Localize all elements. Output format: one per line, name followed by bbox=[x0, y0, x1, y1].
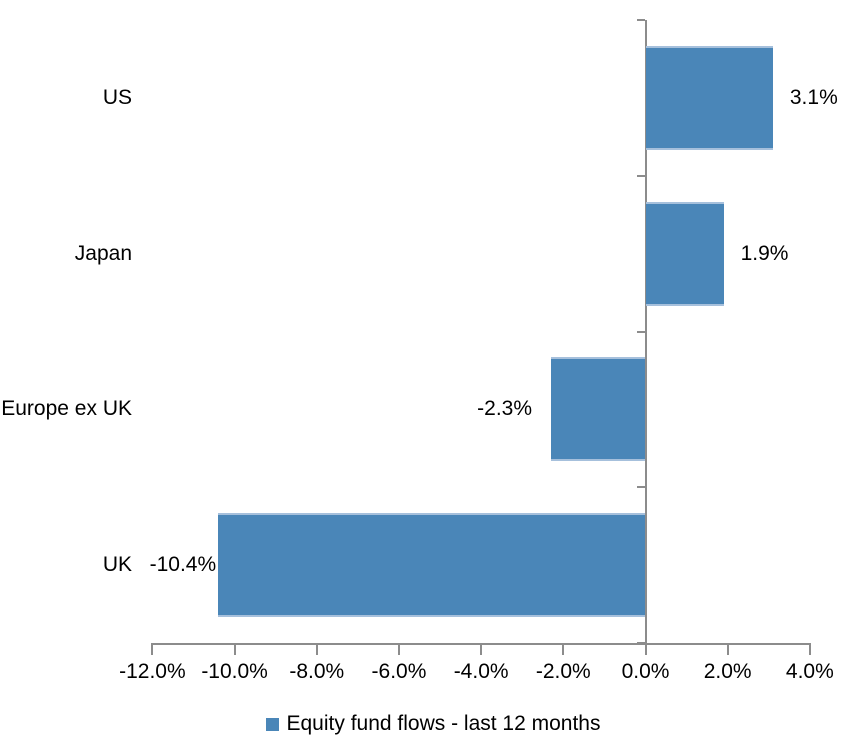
x-axis-tick bbox=[397, 643, 400, 655]
x-axis-tick-label: 0.0% bbox=[621, 660, 670, 683]
category-label: Japan bbox=[74, 241, 132, 265]
legend-label: Equity fund flows - last 12 months bbox=[286, 712, 601, 735]
value-label: -10.4% bbox=[149, 553, 217, 577]
bar-japan bbox=[645, 201, 724, 306]
x-axis-tick-label: -2.0% bbox=[535, 660, 591, 683]
x-axis-tick-label: -8.0% bbox=[289, 660, 345, 683]
bar-us bbox=[645, 45, 773, 150]
x-axis-tick bbox=[233, 643, 236, 655]
x-axis-tick bbox=[644, 643, 647, 655]
category-axis-tick bbox=[636, 19, 645, 21]
x-axis-tick bbox=[808, 643, 811, 655]
x-axis-tick-label: -4.0% bbox=[453, 660, 509, 683]
x-axis-tick-label: 4.0% bbox=[785, 660, 834, 683]
x-axis-tick-label: 2.0% bbox=[703, 660, 752, 683]
bar-europe-ex-uk bbox=[550, 357, 646, 462]
legend: Equity fund flows - last 12 months bbox=[0, 711, 852, 737]
value-label: 1.9% bbox=[740, 241, 789, 265]
category-label: Europe ex UK bbox=[1, 397, 132, 421]
legend-swatch bbox=[265, 717, 279, 731]
x-axis-tick-label: -12.0% bbox=[119, 660, 186, 683]
category-axis-tick bbox=[636, 174, 645, 177]
bar-uk bbox=[218, 513, 646, 618]
category-axis-tick bbox=[636, 486, 645, 489]
category-axis-tick bbox=[636, 642, 645, 644]
y-axis-line bbox=[644, 20, 647, 645]
category-label: US bbox=[102, 85, 132, 109]
category-axis-tick bbox=[636, 330, 645, 333]
category-label: UK bbox=[102, 553, 132, 577]
value-label: 3.1% bbox=[789, 85, 838, 109]
x-axis-tick-label: -6.0% bbox=[371, 660, 427, 683]
x-axis-tick bbox=[480, 643, 483, 655]
x-axis-tick bbox=[315, 643, 318, 655]
x-axis-tick bbox=[151, 643, 154, 655]
x-axis-tick bbox=[726, 643, 729, 655]
value-label: -2.3% bbox=[477, 397, 532, 421]
x-axis-tick bbox=[562, 643, 565, 655]
x-axis-tick-label: -10.0% bbox=[201, 660, 268, 683]
